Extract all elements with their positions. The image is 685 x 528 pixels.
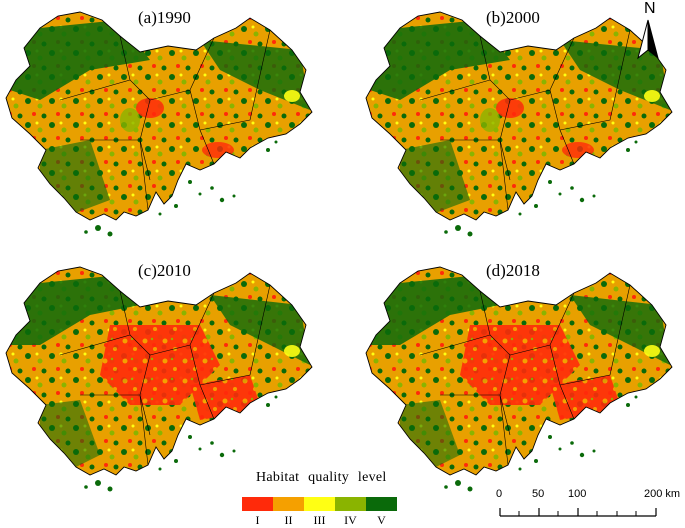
scale-bar: 0 50 100 200 km: [494, 488, 680, 524]
legend-labels: I II III IV V: [242, 513, 397, 528]
legend-swatches: [242, 497, 397, 511]
legend-swatch-level-3: [304, 497, 335, 511]
legend-swatch-level-1: [242, 497, 273, 511]
legend-label-level-3: III: [313, 513, 326, 527]
map-panel-2018: (d)2018: [360, 255, 680, 505]
map-panel-2010: (c)2010: [0, 255, 320, 505]
legend-label-level-1: I: [255, 513, 260, 527]
legend-swatch-level-4: [335, 497, 366, 511]
legend-title: Habitat quality level: [256, 470, 387, 485]
legend: Habitat quality level I II III IV V: [238, 470, 478, 528]
habitat-map-2010: [0, 255, 320, 505]
panel-title-2018: (d)2018: [486, 261, 540, 280]
habitat-map-2018: [360, 255, 680, 505]
panel-title-2000: (b)2000: [486, 8, 540, 27]
legend-swatch-level-2: [273, 497, 304, 511]
legend-swatch-level-5: [366, 497, 397, 511]
habitat-map-1990: [0, 0, 320, 250]
map-panel-1990: (a)1990: [0, 0, 320, 250]
scale-label-50: 50: [532, 488, 545, 500]
legend-label-level-4: IV: [344, 513, 357, 527]
legend-label-level-2: II: [284, 513, 293, 527]
legend-label-level-5: V: [377, 513, 386, 527]
north-arrow-label: N: [644, 0, 656, 17]
scale-label-200km: 200 km: [644, 488, 681, 500]
map-panel-2000: (b)2000: [360, 0, 680, 250]
north-arrow-icon: [637, 19, 659, 60]
panel-title-1990: (a)1990: [138, 8, 191, 27]
panel-title-2010: (c)2010: [138, 261, 191, 280]
scale-label-0: 0: [496, 488, 503, 500]
scale-label-100: 100: [568, 488, 587, 500]
scale-bar-graphic: [499, 508, 657, 517]
